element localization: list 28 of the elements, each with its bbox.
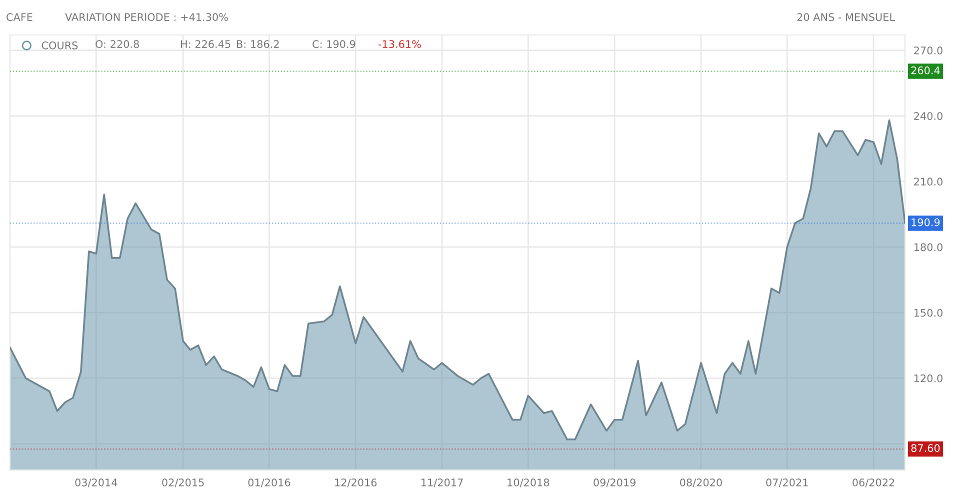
annotation: -13.61%	[378, 40, 421, 48]
y-tick-label: 180.0	[914, 243, 942, 252]
x-tick-label: 10/2018	[508, 478, 550, 488]
x-tick-label: 09/2019	[594, 478, 636, 488]
y-tick-label: 120.0	[914, 374, 942, 382]
ref-line-label: 190.9	[912, 218, 940, 226]
ref-line-label: 260.4	[911, 66, 940, 74]
chart-subtitle: VARIATION PERIODE : +41.30%	[65, 13, 228, 22]
annotation: B: 186.2	[237, 40, 279, 48]
y-tick-label: 150.0	[914, 308, 942, 317]
y-tick-label: 270.0	[914, 46, 942, 54]
chart-title: CAFE	[6, 13, 32, 22]
y-tick-label: 210.0	[914, 178, 942, 186]
y-tick-label: 240.0	[914, 112, 942, 120]
annotation: O: 220.8	[96, 40, 139, 48]
annotation: C: 190.9	[312, 40, 356, 48]
x-tick-label: 07/2021	[766, 478, 808, 488]
x-tick-label: 08/2020	[680, 478, 722, 488]
x-tick-label: 03/2014	[75, 478, 118, 488]
ref-line-label: 87.60	[911, 444, 940, 452]
text: 20 ANS - MENSUEL	[797, 13, 895, 22]
annotation: H: 226.45	[181, 40, 230, 48]
x-tick-label: 02/2015	[162, 478, 204, 488]
x-tick-label: 06/2022	[852, 478, 894, 488]
x-tick-label: 12/2016	[335, 478, 377, 488]
x-tick-label: 01/2016	[248, 478, 290, 488]
x-tick-label: 11/2017	[422, 478, 463, 488]
legend-label: COURS	[42, 41, 78, 50]
